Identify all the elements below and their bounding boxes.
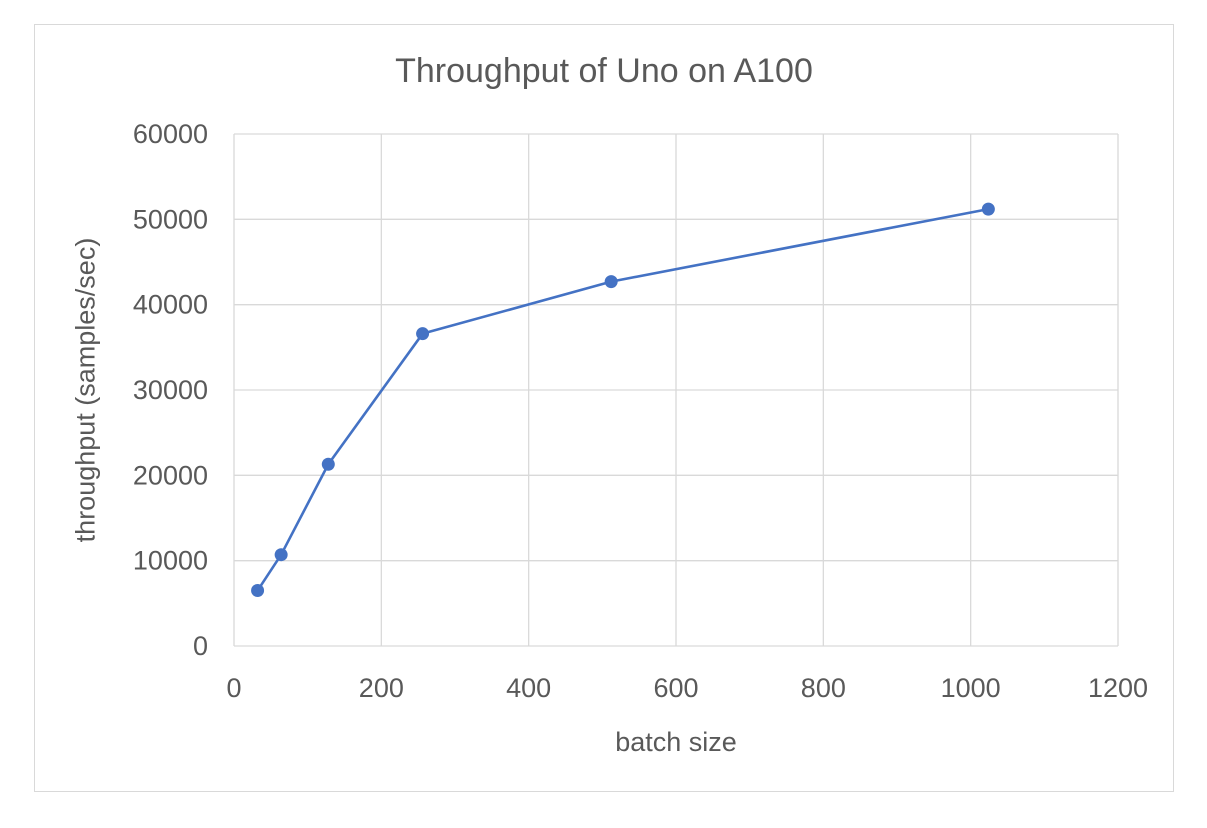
x-tick-label: 200 [359, 673, 404, 703]
y-tick-label: 60000 [133, 119, 208, 149]
x-tick-label: 1200 [1088, 673, 1148, 703]
y-tick-label: 30000 [133, 375, 208, 405]
data-point [251, 584, 265, 598]
series-line [256, 207, 989, 592]
x-tick-label: 1000 [941, 673, 1001, 703]
series-layer [251, 202, 995, 598]
data-point [604, 275, 618, 289]
y-tick-label: 20000 [133, 460, 208, 490]
data-point [981, 202, 995, 216]
y-tick-label: 0 [193, 631, 208, 661]
x-tick-label: 800 [801, 673, 846, 703]
grid-lines [233, 133, 1119, 647]
x-tick-labels: 0 200 400 600 800 1000 1200 [226, 673, 1148, 703]
data-point [274, 548, 288, 562]
x-tick-label: 600 [653, 673, 698, 703]
chart-title: Throughput of Uno on A100 [395, 52, 813, 90]
x-axis-label: batch size [615, 727, 737, 757]
data-point [321, 457, 335, 471]
y-axis-label: throughput (samples/sec) [70, 237, 101, 543]
y-tick-labels: 0 10000 20000 30000 40000 50000 60000 [133, 119, 208, 661]
chart-area [34, 24, 1174, 792]
y-tick-label: 10000 [133, 546, 208, 576]
y-tick-label: 40000 [133, 290, 208, 320]
y-tick-label: 50000 [133, 204, 208, 234]
data-point [416, 327, 430, 341]
x-tick-label: 0 [226, 673, 241, 703]
x-tick-label: 400 [506, 673, 551, 703]
